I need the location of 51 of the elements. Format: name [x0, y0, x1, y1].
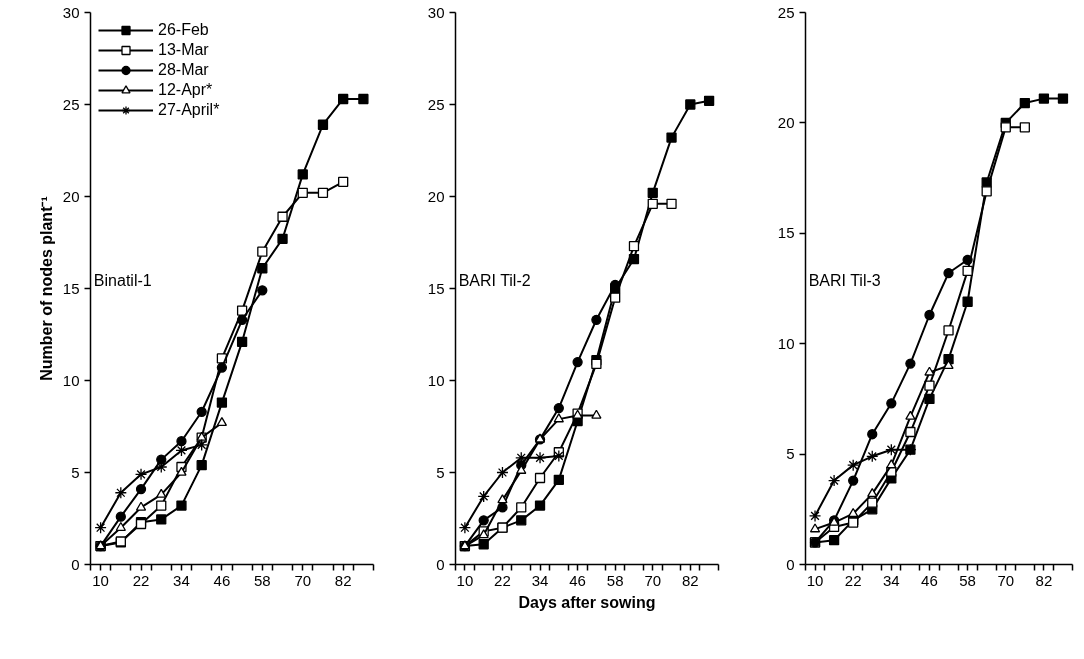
annotation: Binatil-1	[93, 271, 152, 289]
legend-label: 27-April*	[158, 101, 220, 119]
x-tick-label: 70	[644, 571, 662, 589]
y-tick-label: 15	[777, 224, 795, 242]
x-tick-label: 34	[173, 571, 190, 589]
x-tick-label: 58	[606, 571, 624, 589]
y-tick-label: 10	[427, 371, 445, 389]
x-tick-label: 46	[213, 571, 231, 589]
y-tick-label: 0	[71, 555, 80, 573]
legend-label: 28-Mar	[158, 61, 209, 79]
y-tick-label: 5	[71, 463, 80, 481]
x-tick-label: 10	[806, 571, 824, 589]
x-tick-label: 82	[681, 571, 699, 589]
x-tick-label: 34	[882, 571, 900, 589]
y-tick-label: 20	[427, 187, 445, 205]
y-tick-label: 20	[777, 113, 795, 131]
y-tick-label: 25	[777, 3, 795, 21]
x-axis-title: Days after sowing	[518, 593, 656, 611]
x-tick-label: 22	[494, 571, 511, 589]
annotation: BARI Til-3	[808, 271, 881, 289]
y-tick-label: 20	[62, 187, 80, 205]
x-tick-label: 58	[253, 571, 271, 589]
x-tick-label: 58	[959, 571, 976, 589]
x-tick-label: 34	[531, 571, 549, 589]
x-tick-label: 82	[1035, 571, 1053, 589]
x-tick-label: 22	[132, 571, 150, 589]
y-tick-label: 5	[436, 463, 445, 481]
x-tick-label: 10	[456, 571, 474, 589]
y-tick-label: 5	[786, 445, 795, 463]
x-tick-label: 10	[92, 571, 109, 589]
x-tick-label: 82	[334, 571, 352, 589]
x-tick-label: 70	[294, 571, 312, 589]
annotation: BARI Til-2	[458, 271, 531, 289]
y-tick-label: 30	[427, 3, 445, 21]
x-tick-label: 70	[997, 571, 1015, 589]
y-tick-label: 25	[62, 95, 80, 113]
y-tick-label: 15	[427, 279, 445, 297]
legend-label: 12-Apr*	[158, 81, 213, 99]
x-tick-label: 46	[921, 571, 938, 589]
x-tick-label: 22	[844, 571, 862, 589]
y-tick-label: 15	[62, 279, 80, 297]
legend-label: 26-Feb	[158, 21, 209, 39]
y-axis-title: Number of nodes plant⁻¹	[37, 196, 55, 381]
y-tick-label: 10	[62, 371, 80, 389]
y-tick-label: 25	[427, 95, 445, 113]
y-tick-label: 0	[786, 555, 795, 573]
y-tick-label: 10	[777, 334, 795, 352]
y-tick-label: 0	[436, 555, 445, 573]
y-tick-label: 30	[62, 3, 80, 21]
legend-label: 13-Mar	[158, 41, 209, 59]
x-tick-label: 46	[569, 571, 586, 589]
